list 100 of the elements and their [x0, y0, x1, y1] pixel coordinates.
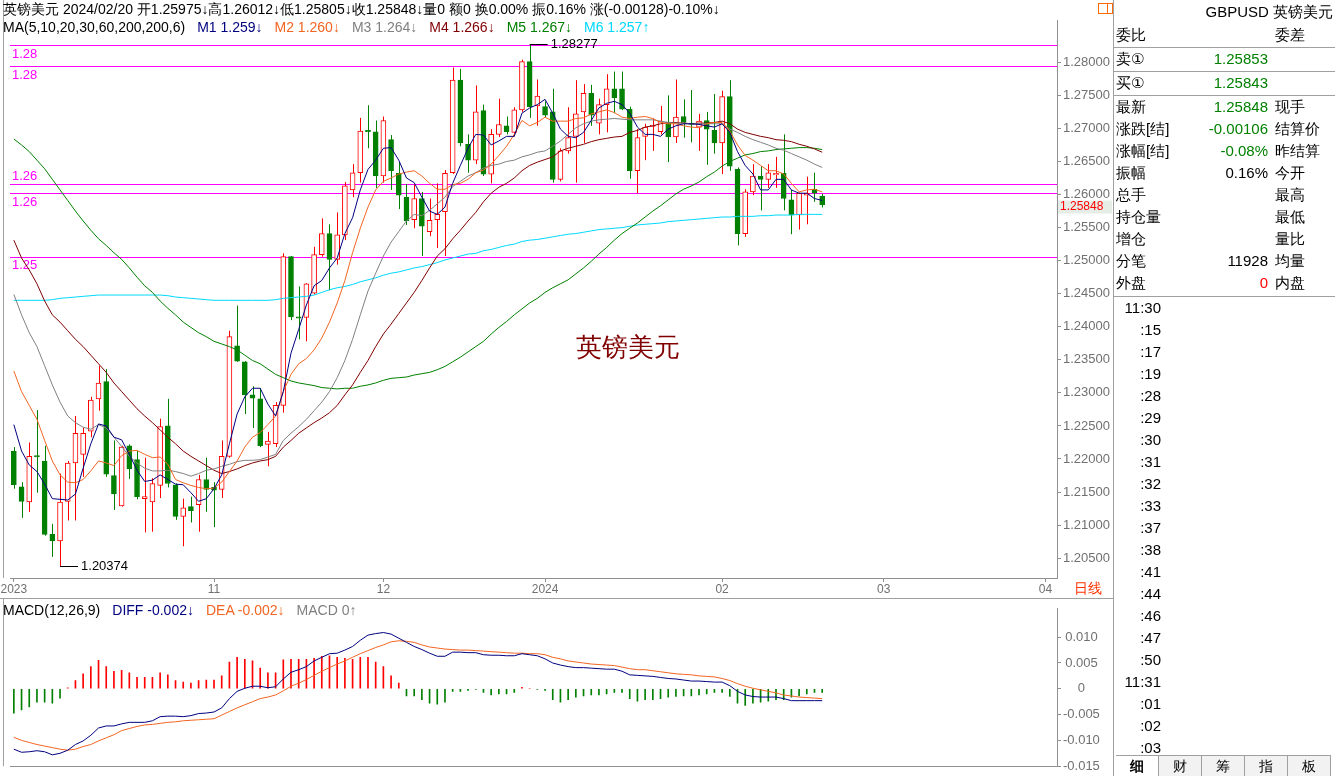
- category-label: :46: [1140, 606, 1161, 626]
- category-label: :31: [1140, 452, 1161, 472]
- annotation: 1.20374: [81, 558, 129, 574]
- y-tick-label: 0.005: [1065, 654, 1098, 670]
- x-tick-label: 02: [715, 581, 730, 596]
- x-tick-label: 04: [1038, 581, 1053, 596]
- category-label: 最新: [1116, 97, 1146, 117]
- category-label: 最低: [1275, 208, 1305, 225]
- annotation: MACD 0↑: [296, 602, 357, 618]
- category-label: :50: [1140, 650, 1161, 670]
- y-tick-label: 1.22500: [1063, 417, 1110, 433]
- text: DEA -0.002↓: [205, 602, 285, 618]
- ref-line-label: 1.28: [12, 45, 38, 61]
- category-label: :41: [1140, 562, 1161, 582]
- text: -0.00106: [1208, 120, 1268, 137]
- chart-title: 英镑美元 2024/02/20 开1.25975↓高1.26012↓低1.25805↓收1.25848↓量0 额0 换0.00% 振0.16% 涨(-0.00128)-0.10%↓: [3, 1, 720, 17]
- category-label: 昨结算: [1275, 142, 1320, 159]
- category-label: :28: [1140, 386, 1161, 406]
- x-tick-label: 2024: [531, 581, 559, 596]
- category-label: :33: [1140, 496, 1161, 516]
- category-label: 振幅: [1116, 163, 1146, 183]
- text: DIFF -0.002↓: [112, 602, 194, 618]
- category-label: 委比: [1116, 25, 1146, 45]
- category-label: :02: [1140, 716, 1161, 736]
- y-tick-label: 1.28000: [1063, 53, 1110, 69]
- text: 0.16%: [1225, 164, 1268, 181]
- category-label: 今开: [1275, 164, 1305, 181]
- text: 11928: [1227, 252, 1268, 269]
- annotation: 英镑美元: [575, 332, 680, 363]
- y-tick-label: 1.21500: [1063, 483, 1110, 499]
- text: 板: [1288, 755, 1331, 776]
- category-label: :32: [1140, 474, 1161, 494]
- category-label: 11:30: [1124, 298, 1161, 318]
- x-tick-label: 11: [207, 581, 221, 596]
- text: M2 1.260↓: [274, 19, 340, 35]
- category-label: 分笔: [1116, 251, 1146, 271]
- category-label: 总手: [1116, 185, 1146, 205]
- text: M1 1.259↓: [197, 19, 263, 35]
- text: 1.25843: [1213, 74, 1268, 91]
- text: GBPUSD 英镑美元: [1205, 2, 1333, 22]
- legend-title: MACD(12,26,9): [3, 602, 101, 618]
- y-tick-label: 0.010: [1065, 628, 1098, 644]
- y-tick-label: -0.015: [1062, 757, 1100, 773]
- category-label: 内盘: [1275, 274, 1305, 291]
- text: 细: [1116, 755, 1159, 776]
- y-tick-label: 1.20500: [1063, 549, 1110, 565]
- text: M4 1.266↓: [429, 19, 495, 35]
- ref-line-label: 1.28: [12, 66, 38, 82]
- text: -0.08%: [1220, 142, 1268, 159]
- category-label: :30: [1140, 430, 1161, 450]
- text: 1.25848: [1213, 98, 1268, 115]
- category-label: :01: [1140, 694, 1161, 714]
- y-tick-label: 1.27000: [1063, 120, 1110, 135]
- category-label: 量比: [1275, 230, 1305, 247]
- text: 0: [1259, 274, 1268, 291]
- y-tick-label: 1.23500: [1063, 351, 1110, 367]
- x-tick-label: 2023: [0, 581, 28, 596]
- ref-line-label: 1.26: [12, 193, 38, 209]
- category-label: :17: [1140, 342, 1161, 362]
- text: 财: [1159, 755, 1202, 776]
- y-tick-label: 1.25000: [1063, 252, 1110, 268]
- y-tick-label: 1.21000: [1063, 516, 1110, 532]
- text: M5 1.267↓: [506, 19, 573, 35]
- category-label: 增仓: [1116, 229, 1146, 249]
- category-label: 卖①: [1116, 49, 1145, 69]
- category-label: :44: [1140, 584, 1161, 604]
- text: M6 1.257↑: [584, 19, 650, 35]
- category-label: 买①: [1116, 73, 1145, 93]
- ref-line-label: 1.26: [12, 167, 38, 183]
- y-tick-label: 1.25500: [1063, 219, 1110, 235]
- category-label: 11:31: [1124, 672, 1161, 692]
- y-tick-label: 1.27500: [1063, 86, 1110, 102]
- text: M3 1.264↓: [351, 19, 418, 35]
- category-label: 结算价: [1275, 120, 1320, 137]
- category-label: :15: [1140, 320, 1161, 340]
- y-tick-label: -0.005: [1062, 706, 1100, 722]
- category-label: :29: [1140, 408, 1161, 428]
- category-label: :37: [1140, 518, 1161, 538]
- text: 1.25848: [1060, 199, 1104, 214]
- category-label: 涨幅[结]: [1116, 141, 1170, 161]
- text: 指: [1245, 755, 1288, 776]
- y-tick-label: 0: [1077, 680, 1086, 696]
- category-label: 持仓量: [1116, 207, 1161, 227]
- y-tick-label: 1.22000: [1063, 450, 1110, 466]
- y-tick-label: 1.24500: [1063, 285, 1110, 301]
- category-label: :03: [1140, 738, 1161, 758]
- category-label: 最高: [1275, 186, 1305, 203]
- y-tick-label: -0.010: [1062, 731, 1100, 747]
- x-tick-label: 12: [376, 581, 391, 596]
- category-label: 均量: [1275, 252, 1305, 269]
- y-tick-label: 1.24000: [1063, 318, 1110, 334]
- category-label: 委差: [1275, 26, 1305, 43]
- category-label: :38: [1140, 540, 1161, 560]
- text: 日线: [1074, 579, 1102, 596]
- category-label: :19: [1140, 364, 1161, 384]
- y-tick-label: 1.23000: [1063, 384, 1110, 400]
- ref-line-label: 1.25: [12, 257, 38, 273]
- y-tick-label: 1.26500: [1063, 153, 1110, 169]
- category-label: 现手: [1275, 98, 1305, 115]
- category-label: 涨跌[结]: [1116, 119, 1170, 139]
